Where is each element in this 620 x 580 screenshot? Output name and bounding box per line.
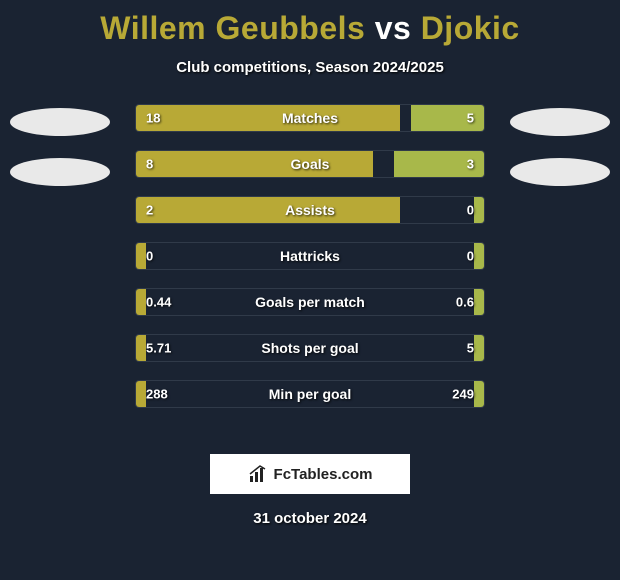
stat-value-left: 0.44 (146, 295, 171, 310)
vs-label: vs (375, 10, 412, 46)
stat-bar-fill-left (136, 105, 400, 131)
stat-bar-fill-right (474, 335, 484, 361)
branding-badge: FcTables.com (210, 454, 410, 494)
stat-label: Goals per match (255, 294, 365, 310)
stat-bar: 288 249 Min per goal (135, 380, 485, 408)
stat-bar-fill-right (474, 289, 484, 315)
stat-value-left: 288 (146, 387, 168, 402)
stat-value-right: 0.6 (456, 295, 474, 310)
stat-value-left: 5.71 (146, 341, 171, 356)
stat-value-right: 5 (467, 341, 474, 356)
stat-bar-fill-left (136, 243, 146, 269)
stat-bars-container: 18 5 Matches 8 3 Goals 2 0 Assists 0 0 Hattricks 0.4… (135, 104, 485, 408)
stat-value-right: 249 (452, 387, 474, 402)
stat-label: Min per goal (269, 386, 351, 402)
stat-bar-fill-right (474, 197, 484, 223)
stat-label: Hattricks (280, 248, 340, 264)
stat-value-right: 3 (467, 157, 474, 172)
subtitle: Club competitions, Season 2024/2025 (0, 59, 620, 76)
stat-bar-fill-left (136, 335, 146, 361)
stat-label: Shots per goal (261, 340, 358, 356)
stat-value-left: 8 (146, 157, 153, 172)
stat-label: Assists (285, 202, 335, 218)
stat-value-right: 0 (467, 249, 474, 264)
stat-label: Matches (282, 110, 338, 126)
branding-text: FcTables.com (274, 466, 373, 483)
player1-avatar-placeholder (10, 108, 110, 136)
player2-name: Djokic (421, 10, 520, 46)
stat-bar-fill-left (136, 151, 373, 177)
stat-value-left: 18 (146, 111, 160, 126)
stat-bar: 0 0 Hattricks (135, 242, 485, 270)
player2-club-placeholder (510, 158, 610, 186)
stat-bar: 18 5 Matches (135, 104, 485, 132)
stat-bar: 0.44 0.6 Goals per match (135, 288, 485, 316)
player1-name: Willem Geubbels (100, 10, 365, 46)
stat-value-right: 5 (467, 111, 474, 126)
stat-bar-fill-right (474, 381, 484, 407)
stat-bar: 2 0 Assists (135, 196, 485, 224)
comparison-stage: 18 5 Matches 8 3 Goals 2 0 Assists 0 0 Hattricks 0.4… (0, 104, 620, 434)
stat-bar: 8 3 Goals (135, 150, 485, 178)
stat-bar-fill-left (136, 289, 146, 315)
date-label: 31 october 2024 (0, 510, 620, 527)
stat-value-left: 0 (146, 249, 153, 264)
stat-bar-fill-right (474, 243, 484, 269)
chart-icon (248, 464, 268, 484)
stat-bar: 5.71 5 Shots per goal (135, 334, 485, 362)
player2-avatar-placeholder (510, 108, 610, 136)
player1-avatar-column (0, 104, 120, 186)
stat-value-left: 2 (146, 203, 153, 218)
stat-label: Goals (291, 156, 330, 172)
stat-value-right: 0 (467, 203, 474, 218)
stat-bar-fill-left (136, 197, 400, 223)
player2-avatar-column (500, 104, 620, 186)
stat-bar-fill-left (136, 381, 146, 407)
comparison-title: Willem Geubbels vs Djokic (0, 0, 620, 47)
player1-club-placeholder (10, 158, 110, 186)
